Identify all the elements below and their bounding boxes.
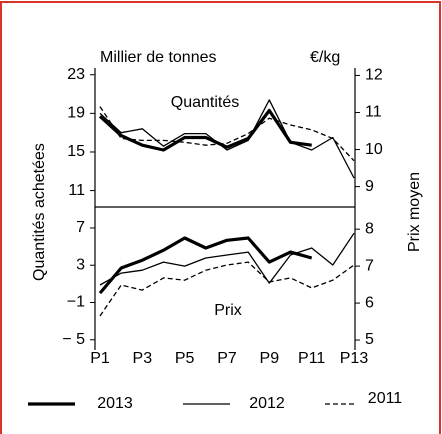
y2-unit: €/kg — [310, 49, 340, 66]
y2-tick-label: 6 — [365, 294, 374, 311]
x-tick-label: P3 — [133, 350, 153, 367]
y-tick-label: 15 — [67, 143, 85, 160]
series-line — [98, 236, 313, 295]
legend-label: 2013 — [97, 395, 133, 412]
x-tick-label: P9 — [260, 350, 280, 367]
x-tick-label: P7 — [217, 350, 237, 367]
y2-tick-label: 7 — [365, 257, 374, 274]
y2-tick-label: 5 — [365, 331, 374, 348]
y2-tick-label: 9 — [365, 178, 374, 195]
series-line — [99, 106, 355, 162]
series-line — [99, 99, 355, 179]
y2-tick-label: 12 — [365, 67, 383, 84]
series-line — [99, 261, 355, 317]
x-tick-label: P13 — [340, 350, 369, 367]
series-line — [99, 232, 355, 286]
y-tick-label: 3 — [76, 256, 85, 273]
y2-axis-label: Prix moyen — [406, 172, 423, 252]
x-tick-label: P1 — [90, 350, 110, 367]
x-tick-label: P5 — [175, 350, 195, 367]
annotation: Prix — [214, 302, 242, 319]
y-tick-label: 19 — [67, 105, 85, 122]
y2-tick-label: 11 — [365, 104, 382, 121]
y2-tick-label: 8 — [365, 220, 374, 237]
legend-label: 2011 — [368, 390, 403, 407]
y2-tick-label: 10 — [365, 141, 383, 158]
annotation: Quantités — [171, 94, 239, 111]
legend-label: 2012 — [249, 395, 285, 412]
y-unit: Millier de tonnes — [100, 49, 217, 66]
y-tick-label: 7 — [76, 219, 85, 236]
x-tick-label: P11 — [298, 350, 325, 367]
y-axis-label: Quantités achetées — [31, 143, 48, 281]
y-tick-label: − 5 — [62, 331, 85, 348]
y-tick-label: 11 — [68, 182, 85, 199]
y-tick-label: 23 — [67, 66, 85, 83]
y-tick-label: −1 — [67, 294, 85, 311]
